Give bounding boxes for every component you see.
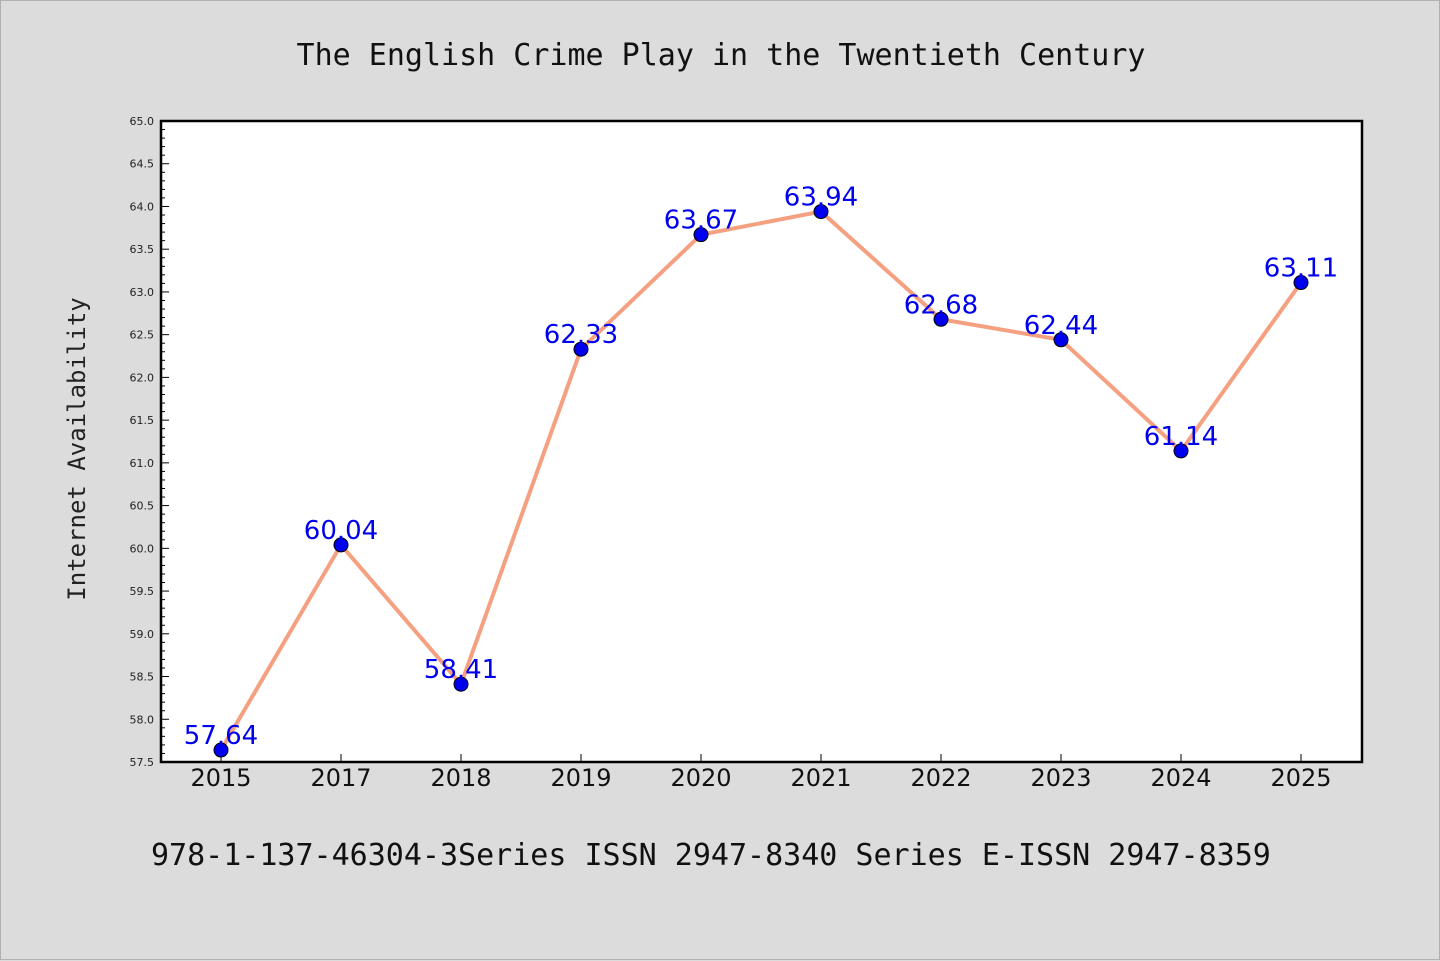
y-tick-label: 62.5 [130, 329, 155, 342]
x-tick-label: 2015 [190, 764, 251, 792]
data-point [933, 311, 949, 327]
y-tick-label: 63.0 [130, 286, 155, 299]
data-label: 63.67 [664, 206, 738, 236]
x-tick-label: 2020 [670, 764, 731, 792]
data-point [693, 227, 709, 243]
data-label: 62.44 [1024, 311, 1098, 341]
y-tick-label: 63.5 [130, 243, 155, 256]
data-label: 61.14 [1144, 422, 1218, 452]
x-tick-label: 2021 [790, 764, 851, 792]
data-point [813, 204, 829, 220]
data-label: 57.64 [184, 721, 258, 751]
y-tick-label: 64.5 [130, 158, 155, 171]
data-label: 63.11 [1264, 254, 1338, 284]
y-tick-label: 59.0 [130, 628, 155, 641]
data-point [1053, 332, 1069, 348]
x-tick-label: 2018 [430, 764, 491, 792]
y-tick-label: 61.5 [130, 414, 155, 427]
series-line [219, 209, 1303, 753]
x-tick-label: 2023 [1030, 764, 1091, 792]
data-label: 58.41 [424, 655, 498, 685]
footer-isbn-text: 978-1-137-46304-3Series ISSN 2947-8340 S… [151, 838, 1271, 873]
data-label: 60.04 [304, 516, 378, 546]
chart-title: The English Crime Play in the Twentieth … [297, 38, 1146, 73]
data-label: 62.68 [904, 290, 978, 320]
y-tick-label: 59.5 [130, 585, 155, 598]
data-point [213, 742, 229, 758]
plot-area [159, 119, 1364, 764]
x-tick-label: 2022 [910, 764, 971, 792]
y-axis-label: Internet Availability [63, 297, 91, 600]
x-axis: 2015 2017 2018 2019 2020 2021 2022 2023 2024 2025 [190, 754, 1332, 792]
y-tick-label: 60.5 [130, 500, 155, 513]
x-tick-label: 2017 [310, 764, 371, 792]
data-label: 62.33 [544, 320, 618, 350]
data-label: 63.94 [784, 183, 858, 213]
y-tick-label: 64.0 [130, 200, 155, 213]
data-point [453, 676, 469, 692]
y-tick-label: 60.0 [130, 542, 155, 555]
data-labels-group: 57.64 60.04 58.41 62.33 63.67 63.94 62.68 62.44… [184, 183, 1338, 751]
y-tick-label: 58.5 [130, 671, 155, 684]
x-tick-label: 2019 [550, 764, 611, 792]
data-point [1293, 275, 1309, 291]
x-tick-label: 2025 [1270, 764, 1331, 792]
data-point [1173, 443, 1189, 459]
y-tick-label: 62.0 [130, 371, 155, 384]
y-tick-label: 57.5 [130, 756, 155, 769]
y-tick-label: 61.0 [130, 457, 155, 470]
y-axis: 57.5 58.0 58.5 59.0 59.5 60.0 60.5 61.0 61.5 62.0… [130, 115, 169, 769]
series-line-group [213, 204, 1309, 758]
x-tick-label: 2024 [1150, 764, 1211, 792]
data-point [333, 537, 349, 553]
y-tick-label: 65.0 [130, 115, 155, 128]
data-point [573, 341, 589, 357]
y-tick-label: 58.0 [130, 713, 155, 726]
